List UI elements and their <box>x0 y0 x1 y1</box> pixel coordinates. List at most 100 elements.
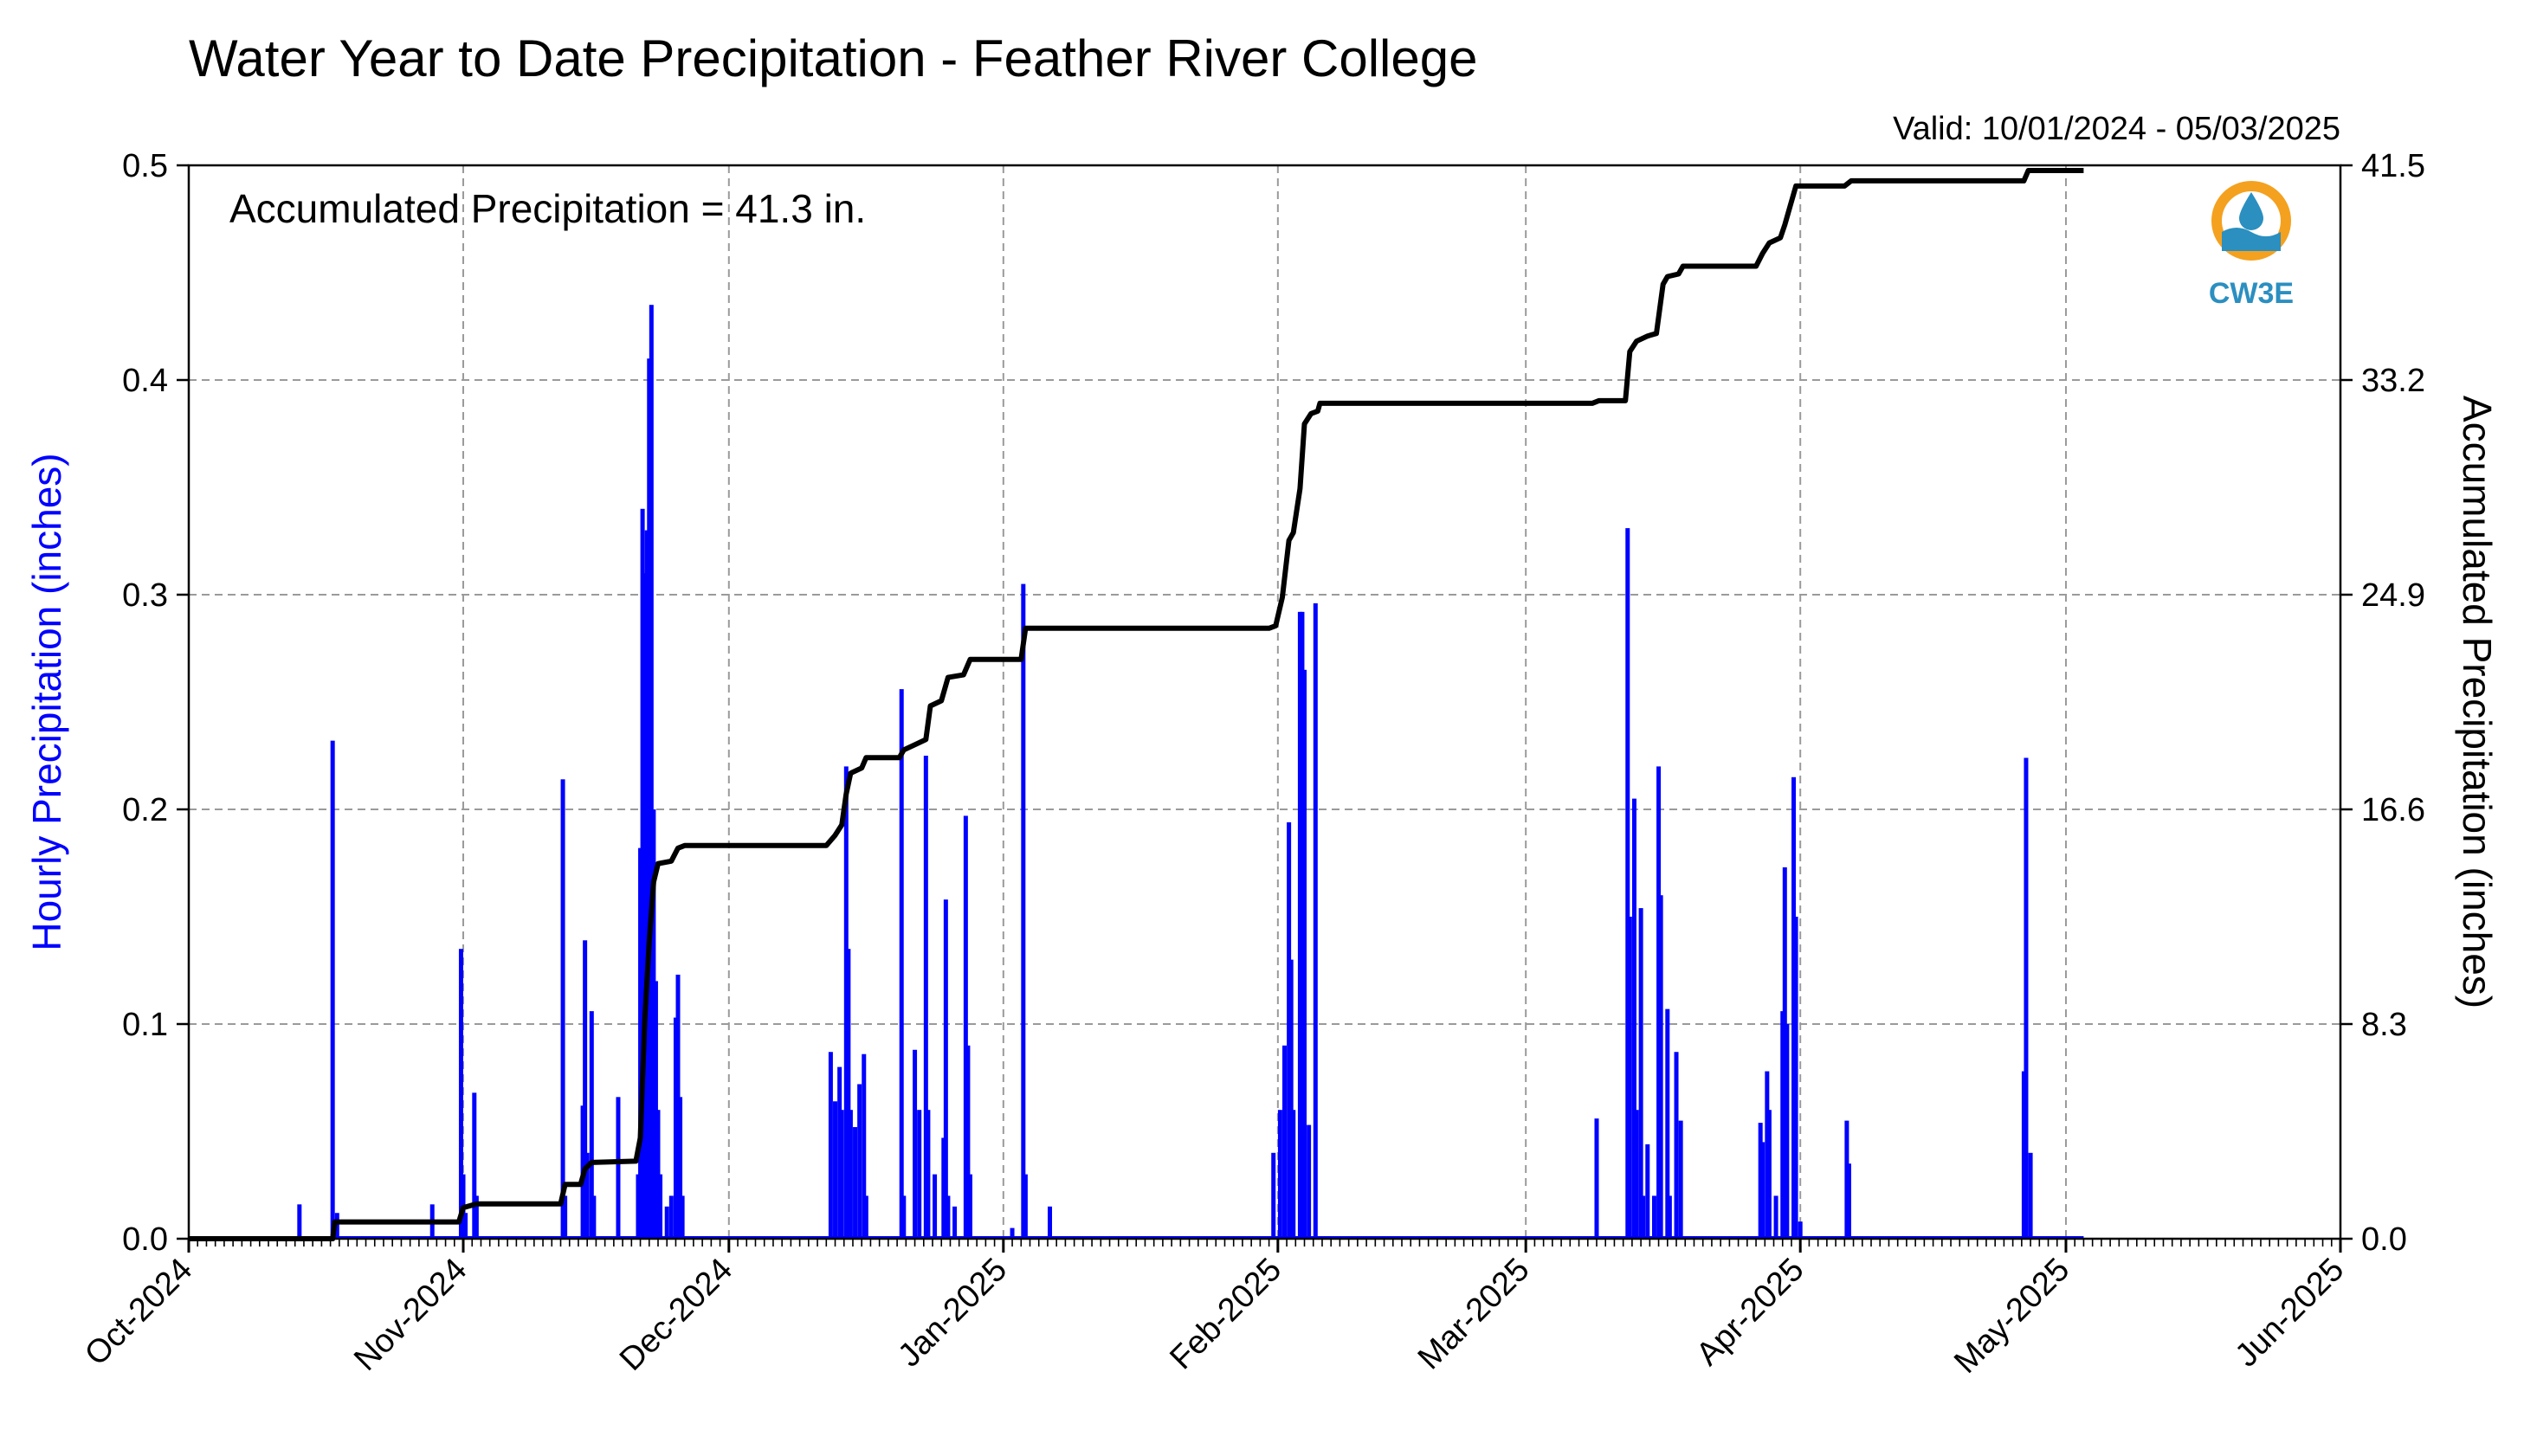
left-y-tick-label: 0.1 <box>122 1007 168 1043</box>
hourly-bar <box>658 1174 663 1239</box>
hourly-bar <box>297 1204 302 1239</box>
hourly-bar <box>833 1101 838 1239</box>
hourly-bar <box>1785 1024 1790 1239</box>
hourly-bar <box>1271 1152 1276 1239</box>
hourly-bar <box>655 1110 661 1239</box>
left-y-tick-label: 0.5 <box>122 148 168 184</box>
hourly-bar <box>1287 821 1292 1239</box>
hourly-bar <box>583 940 588 1239</box>
hourly-bar <box>839 1110 844 1239</box>
hourly-bar <box>1023 1174 1028 1239</box>
hourly-bar <box>1021 583 1026 1239</box>
hourly-bar <box>1780 1011 1785 1239</box>
hourly-bar <box>837 1066 842 1239</box>
hourly-bar <box>1625 528 1630 1239</box>
hourly-bar <box>680 1195 685 1239</box>
hourly-bar <box>647 358 652 1239</box>
hourly-bar <box>1678 1120 1683 1239</box>
hourly-bar <box>1667 1195 1672 1239</box>
hourly-bar <box>863 1195 868 1239</box>
hourly-bar <box>1665 1008 1670 1239</box>
left-y-tick-label: 0.4 <box>122 363 168 399</box>
hourly-bar <box>584 1152 590 1239</box>
accumulated-annotation: Accumulated Precipitation = 41.3 in. <box>229 186 866 231</box>
hourly-precipitation-bars <box>189 305 2084 1240</box>
hourly-bar <box>2024 757 2029 1239</box>
right-y-tick-label: 0.0 <box>2361 1221 2407 1258</box>
left-y-tick-label: 0.0 <box>122 1221 168 1258</box>
hourly-bar <box>644 530 649 1239</box>
hourly-bar <box>965 1045 971 1239</box>
left-y-tick-label: 0.2 <box>122 792 168 828</box>
hourly-bar <box>1638 908 1643 1239</box>
right-y-tick-label: 8.3 <box>2361 1007 2407 1043</box>
hourly-bar <box>1277 1110 1282 1239</box>
left-y-axis-label: Hourly Precipitation (inches) <box>24 453 69 950</box>
hourly-bar <box>846 949 851 1239</box>
hourly-bar <box>1844 1120 1849 1239</box>
hourly-bar <box>1791 776 1797 1239</box>
cw3e-logo: CW3E <box>2209 181 2294 310</box>
hourly-bar <box>1760 1142 1766 1239</box>
hourly-bar <box>926 1110 931 1239</box>
right-y-axis-label: Accumulated Precipitation (inches) <box>2455 396 2500 1008</box>
accumulated-line-path <box>189 168 2084 1241</box>
hourly-bar <box>1798 1221 1803 1239</box>
hourly-bar <box>678 1097 683 1239</box>
hourly-bar <box>862 1053 867 1239</box>
hourly-bar <box>591 1195 597 1239</box>
hourly-bar <box>1766 1110 1772 1239</box>
hourly-bar <box>917 1110 922 1239</box>
hourly-bar <box>664 1206 669 1239</box>
hourly-bar <box>1758 1123 1763 1239</box>
hourly-bar <box>1297 611 1302 1239</box>
hourly-bar <box>1656 766 1662 1239</box>
hourly-bar <box>828 1052 833 1239</box>
hourly-bar <box>330 740 335 1239</box>
hourly-bar <box>563 1195 568 1239</box>
logo-text: CW3E <box>2209 277 2294 310</box>
hourly-bar <box>1291 1110 1296 1239</box>
right-y-axis-ticks: 0.0 8.3 16.6 24.9 33.2 41.5 <box>2340 148 2425 1258</box>
hourly-bar <box>1793 917 1798 1239</box>
accumulated-precipitation-line <box>189 168 2084 1241</box>
hourly-bar <box>1765 1071 1770 1239</box>
logo-wave-icon <box>2222 228 2281 251</box>
hourly-bar <box>1313 602 1318 1239</box>
hourly-bar <box>1773 1195 1778 1239</box>
hourly-bar <box>1658 895 1663 1239</box>
hourly-bar <box>941 1137 946 1239</box>
hourly-bar <box>899 689 904 1239</box>
hourly-bar <box>649 305 654 1240</box>
hourly-bar <box>1645 1144 1650 1239</box>
left-y-tick-label: 0.3 <box>122 577 168 614</box>
hourly-bar <box>1846 1163 1851 1239</box>
hourly-bar <box>1307 1124 1312 1239</box>
hourly-bar <box>1651 1195 1656 1239</box>
hourly-bar <box>1782 867 1787 1239</box>
hourly-bar <box>967 1174 972 1239</box>
hourly-bar <box>963 815 968 1239</box>
hourly-bar <box>673 1017 678 1239</box>
hourly-bar <box>853 1127 858 1239</box>
hourly-bar <box>923 756 928 1239</box>
hourly-bar <box>1282 1045 1288 1239</box>
hourly-bar <box>642 573 648 1239</box>
valid-date-range: Valid: 10/01/2024 - 05/03/2025 <box>1893 111 2340 147</box>
hourly-bar <box>638 847 643 1239</box>
hourly-bar <box>560 779 565 1239</box>
hourly-bar <box>1048 1206 1053 1239</box>
hourly-bar <box>901 1195 907 1239</box>
hourly-bar <box>334 1213 339 1239</box>
grid-lines <box>189 165 2340 1239</box>
right-y-tick-label: 33.2 <box>2361 363 2425 399</box>
hourly-bar <box>857 1084 862 1239</box>
hourly-bar <box>675 974 681 1239</box>
right-y-tick-label: 24.9 <box>2361 577 2425 614</box>
hourly-bar <box>1627 917 1632 1239</box>
plot-frame <box>187 164 2342 1240</box>
logo-drop-icon <box>2239 192 2263 230</box>
hourly-bar <box>933 1174 938 1239</box>
